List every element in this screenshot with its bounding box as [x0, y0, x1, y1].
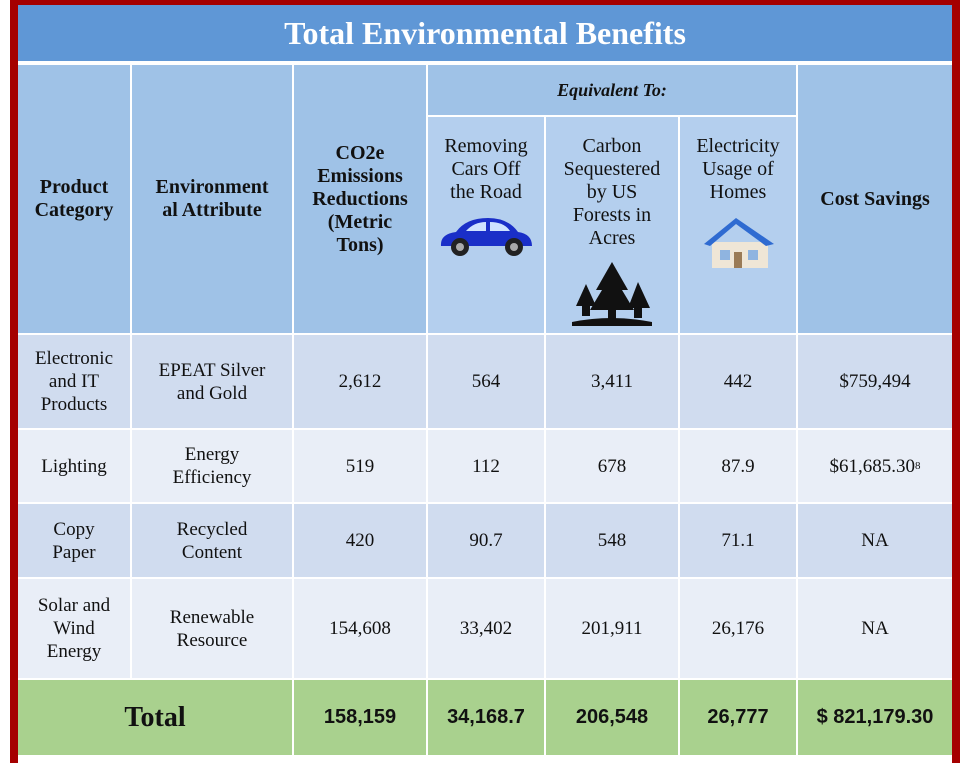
table-cell: 548	[546, 504, 678, 577]
table-cell: 71.1	[680, 504, 796, 577]
header-text: Removing Cars Off the Road	[444, 135, 528, 203]
table-cell: NA	[798, 504, 952, 577]
total-cell: 34,168.7	[428, 680, 544, 755]
cell-text: Renewable Resource	[169, 606, 255, 651]
cell-text: 87.9	[721, 455, 755, 477]
cell-text: 90.7	[469, 530, 503, 551]
table-cell: Renewable Resource	[132, 579, 292, 678]
table-cell: 154,608	[294, 579, 426, 678]
table-cell: 420	[294, 504, 426, 577]
cell-text: Recycled Content	[176, 518, 248, 563]
total-cell: 26,777	[680, 680, 796, 755]
group-header: Equivalent To:	[428, 65, 796, 115]
header-text: CO2e Emissions Reductions (Metric Tons)	[312, 141, 408, 256]
total-label: Total	[18, 680, 292, 755]
total-value: 26,777	[707, 706, 769, 728]
table-cell: 678	[546, 430, 678, 502]
column-header: Carbon Sequestered by US Forests in Acre…	[546, 117, 678, 333]
total-cell: 206,548	[546, 680, 678, 755]
cell-text: NA	[861, 530, 889, 551]
cell-text: 201,911	[581, 618, 643, 639]
total-cell: $ 821,179.30	[798, 680, 952, 755]
house-icon	[704, 218, 774, 268]
column-header: Product Category	[18, 65, 130, 333]
cell-text: $759,494	[839, 371, 911, 392]
total-value: 34,168.7	[447, 706, 525, 728]
table-cell: Energy Efficiency	[132, 430, 292, 502]
table-cell: 33,402	[428, 579, 544, 678]
table-cell: 112	[428, 430, 544, 502]
table-cell: 3,411	[546, 335, 678, 428]
table-cell: $61,685.30 8	[798, 430, 952, 502]
group-header-text: Equivalent To:	[557, 79, 667, 100]
total-cell: 158,159	[294, 680, 426, 755]
cell-text: Energy Efficiency	[172, 444, 252, 488]
table-cell: Recycled Content	[132, 504, 292, 577]
column-header: Environment al Attribute	[132, 65, 292, 333]
table-cell: 519	[294, 430, 426, 502]
cell-text: 548	[597, 530, 627, 551]
header-text: Electricity Usage of Homes	[696, 135, 780, 203]
table-cell: 90.7	[428, 504, 544, 577]
table-cell: 87.9	[680, 430, 796, 502]
table-cell: Electronic and IT Products	[18, 335, 130, 428]
trees-icon	[572, 262, 652, 326]
cell-text: 420	[345, 530, 375, 551]
cell-text: Electronic and IT Products	[34, 348, 114, 415]
total-label-text: Total	[124, 702, 186, 733]
table-cell: $759,494	[798, 335, 952, 428]
cell-text: 564	[471, 371, 501, 392]
table-cell: Lighting	[18, 430, 130, 502]
cell-text: 519	[345, 455, 375, 477]
cell-text: 26,176	[711, 618, 765, 639]
column-header: Cost Savings	[798, 65, 952, 333]
cell-text: EPEAT Silver and Gold	[158, 359, 266, 404]
header-text: Cost Savings	[820, 187, 930, 210]
total-value: 158,159	[323, 706, 397, 728]
table-cell: 564	[428, 335, 544, 428]
cell-text: 678	[597, 455, 627, 477]
cell-text: Copy Paper	[52, 518, 96, 563]
total-value: $ 821,179.30	[816, 706, 934, 728]
column-header: Electricity Usage of Homes	[680, 117, 796, 333]
cell-text: 2,612	[338, 371, 382, 392]
header-text: Environment al Attribute	[155, 176, 269, 221]
cell-text: 154,608	[329, 618, 391, 639]
table-cell: NA	[798, 579, 952, 678]
table-cell: EPEAT Silver and Gold	[132, 335, 292, 428]
table-cell: 201,911	[546, 579, 678, 678]
column-header: CO2e Emissions Reductions (Metric Tons)	[294, 65, 426, 333]
cell-text: 442	[723, 371, 753, 392]
table-cell: Solar and Wind Energy	[18, 579, 130, 678]
header-text: Product Category	[34, 176, 114, 221]
cell-text: 112	[472, 455, 500, 477]
column-header: Removing Cars Off the Road	[428, 117, 544, 333]
car-icon	[440, 218, 532, 256]
table-cell: 442	[680, 335, 796, 428]
cell-text: $61,685.30	[829, 455, 916, 477]
cell-text: 33,402	[459, 618, 513, 639]
total-value: 206,548	[575, 706, 649, 728]
header-text: Carbon Sequestered by US Forests in Acre…	[563, 135, 661, 249]
footnote-mark: 8	[915, 459, 921, 472]
table-title: Total Environmental Benefits	[18, 5, 952, 61]
table-cell: 26,176	[680, 579, 796, 678]
cell-text: 71.1	[721, 530, 755, 551]
table-cell: Copy Paper	[18, 504, 130, 577]
table-cell: 2,612	[294, 335, 426, 428]
cell-text: NA	[861, 618, 889, 639]
cell-text: Lighting	[41, 455, 107, 477]
cell-text: Solar and Wind Energy	[37, 595, 111, 662]
cell-text: 3,411	[590, 371, 634, 392]
